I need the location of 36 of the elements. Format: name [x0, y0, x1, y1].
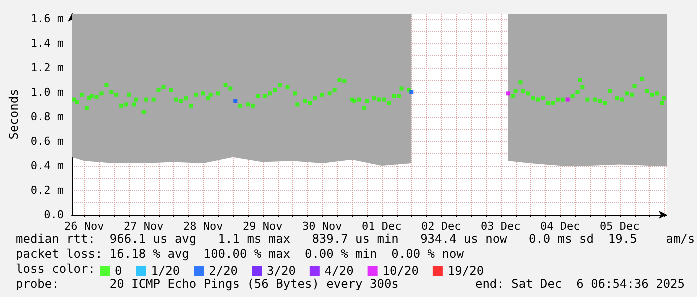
x-tick-label: 02 Dec	[422, 220, 462, 233]
point	[506, 92, 510, 96]
legend-title: loss color:	[16, 262, 96, 276]
legend-label: 19/20	[448, 264, 484, 278]
x-tick-label: 28 Nov	[184, 220, 224, 233]
y-tick-label: 0.0	[44, 208, 64, 222]
x-tick-label: 29 Nov	[243, 220, 284, 233]
text: probe: 20 ICMP Echo Pings (56 Bytes) every 300s	[16, 277, 399, 291]
x-tick-label: 01 Dec	[362, 220, 402, 233]
x-tick-label: 26 Nov	[64, 220, 105, 233]
legend-label: 1/20	[151, 264, 180, 278]
y-tick-label: 1.2 m	[30, 61, 64, 74]
text: median rtt: 966.1 us avg 1.1 ms max 839.7 us min 934.4 us now 0.0 ms sd 19.5 am/s	[16, 232, 696, 246]
y-tick-label: 0.2 m	[30, 184, 64, 197]
x-tick-label: 03 Dec	[481, 220, 521, 233]
x-tick-label: 05 Dec	[600, 220, 640, 233]
legend-label: 0	[115, 264, 122, 278]
x-tick-label: 04 Dec	[540, 220, 580, 233]
legend-label: 2/20	[209, 264, 238, 278]
x-tick-label: 30 Nov	[302, 220, 343, 233]
text: end: Sat Dec 6 06:54:36 2025	[475, 277, 685, 291]
legend-label: 10/20	[382, 264, 419, 278]
y-tick-label: 0.6 m	[30, 134, 64, 148]
point	[566, 98, 570, 102]
y-tick-label: 1.0 m	[30, 86, 64, 99]
y-tick-label: 1.6 m	[30, 12, 64, 26]
x-tick-label: 27 Nov	[124, 220, 164, 233]
legend-label: 3/20	[267, 264, 296, 278]
y-axis-title: Seconds	[7, 89, 21, 140]
point	[234, 99, 238, 104]
text: packet loss: 16.18 % avg 100.00 % max 0.00 % min 0.00 % now	[16, 247, 465, 261]
y-tick-label: 0.4 m	[30, 159, 64, 172]
point	[410, 90, 414, 94]
y-tick-label: 0.8 m	[30, 110, 64, 124]
y-tick-label: 1.4 m	[30, 36, 64, 50]
legend-label: 4/20	[324, 264, 354, 278]
